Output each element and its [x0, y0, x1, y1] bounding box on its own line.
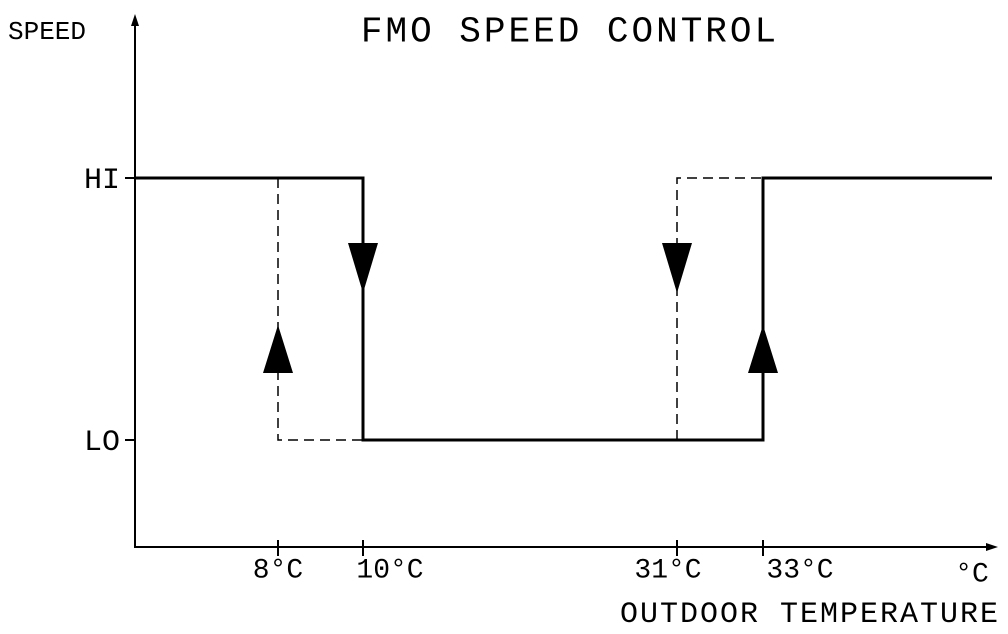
x-tick-label: 8°C: [253, 555, 303, 586]
arrow-up: [263, 325, 293, 373]
axis-line: [134, 20, 992, 548]
axis-arrow: [986, 543, 998, 551]
solid-path: [135, 176, 992, 442]
x-axis-label: OUTDOOR TEMPERATURE: [620, 598, 1000, 632]
x-unit: °C: [955, 559, 989, 590]
x-tick-label: 10°C: [356, 555, 423, 586]
arrow-down: [348, 243, 378, 293]
arrow-down: [662, 243, 692, 293]
title: FMO SPEED CONTROL: [361, 12, 779, 53]
axes: [125, 14, 998, 556]
axis-arrow: [131, 14, 139, 26]
level-label: HI: [84, 164, 120, 198]
dashed-path: [676, 177, 763, 440]
arrow-up: [748, 325, 778, 373]
y-axis-label: SPEED: [8, 17, 86, 47]
level-label: LO: [84, 426, 120, 460]
x-tick-label: 31°C: [634, 555, 701, 586]
dashed-path: [277, 178, 363, 441]
x-tick-label: 33°C: [766, 555, 833, 586]
